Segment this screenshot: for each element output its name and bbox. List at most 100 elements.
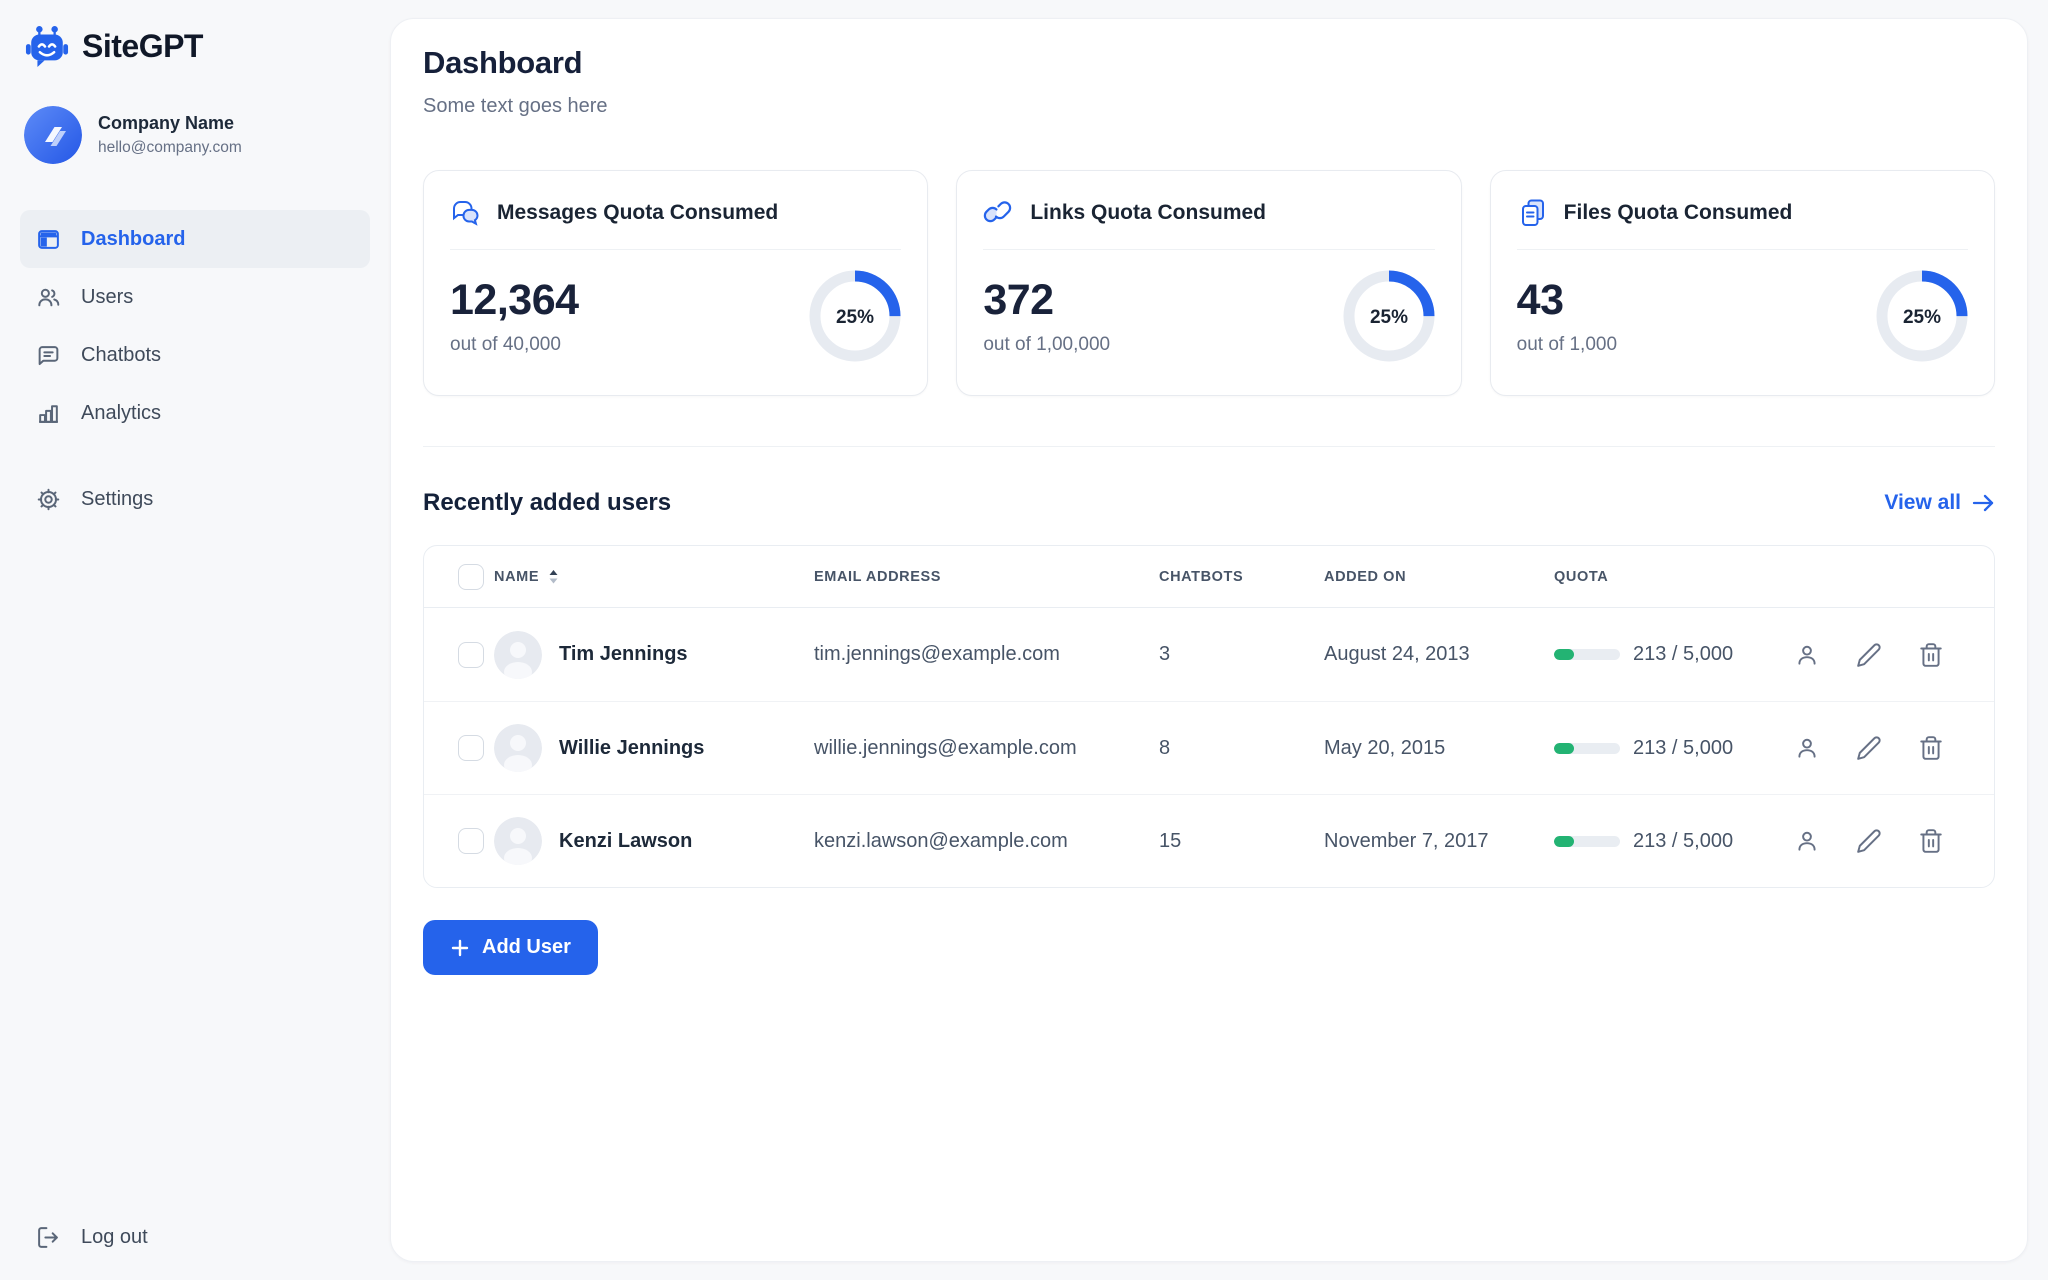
ring-percent-label: 25% xyxy=(1370,307,1408,328)
stat-card-files: Files Quota Consumed 43 out of 1,000 25% xyxy=(1489,170,1995,396)
user-added-on: November 7, 2017 xyxy=(1324,829,1489,852)
column-header-added-on: ADDED ON xyxy=(1324,568,1407,585)
table-row: Kenzi Lawson kenzi.lawson@example.com 15… xyxy=(424,794,1994,887)
stat-card-title: Files Quota Consumed xyxy=(1563,201,1793,224)
gear-icon xyxy=(36,487,61,512)
quota-progress-bar xyxy=(1554,835,1620,847)
account-name: Company Name xyxy=(98,113,235,133)
progress-ring: 25% xyxy=(809,270,901,362)
delete-user-button[interactable] xyxy=(1918,735,1944,761)
quota-text: 213 / 5,000 xyxy=(1633,643,1734,665)
stat-value: 43 xyxy=(1516,276,1564,324)
sidebar-item-chatbots[interactable]: Chatbots xyxy=(20,326,370,384)
sidebar-item-dashboard[interactable]: Dashboard xyxy=(20,210,370,268)
column-header-quota: QUOTA xyxy=(1554,568,1609,585)
page-title: Dashboard xyxy=(423,45,583,80)
column-header-email: EMAIL ADDRESS xyxy=(814,568,942,585)
main-panel: Dashboard Some text goes here Messages Q… xyxy=(390,18,2028,1262)
stat-caption: out of 1,00,000 xyxy=(983,334,1111,355)
quota-text: 213 / 5,000 xyxy=(1633,829,1734,852)
user-added-on: May 20, 2015 xyxy=(1324,736,1446,759)
brand-logo: SiteGPT xyxy=(20,24,370,68)
user-avatar xyxy=(494,724,542,772)
user-name: Kenzi Lawson xyxy=(559,829,693,852)
arrow-right-icon xyxy=(1971,493,1995,513)
stat-caption: out of 40,000 xyxy=(450,334,561,355)
user-avatar xyxy=(494,630,542,679)
sidebar-item-label: Users xyxy=(81,285,134,308)
quota-progress-bar xyxy=(1554,649,1620,660)
row-checkbox[interactable] xyxy=(458,735,484,761)
table-row: Tim Jennings tim.jennings@example.com 3 … xyxy=(424,608,1994,701)
view-all-label: View all xyxy=(1884,491,1961,514)
links-icon xyxy=(983,197,1015,229)
progress-ring: 25% xyxy=(1343,270,1435,362)
sidebar-item-settings[interactable]: Settings xyxy=(20,470,370,528)
recently-added-users-table: NAME EMAIL ADDRESS CHATBOTS ADDED ON QUO… xyxy=(423,545,1995,888)
sidebar-item-label: Analytics xyxy=(81,401,162,424)
sidebar-item-users[interactable]: Users xyxy=(20,268,370,326)
edit-user-button[interactable] xyxy=(1856,735,1882,761)
view-all-link[interactable]: View all xyxy=(1884,491,1995,515)
ring-percent-label: 25% xyxy=(1903,307,1941,328)
user-profile-button[interactable] xyxy=(1794,735,1820,761)
divider xyxy=(450,249,902,250)
stat-caption: out of 1,000 xyxy=(1516,334,1618,355)
add-user-button[interactable]: Add User xyxy=(423,920,598,975)
stat-value: 12,364 xyxy=(450,276,579,324)
user-name: Tim Jennings xyxy=(559,643,688,665)
sidebar: SiteGPT Company Name hello@company.com xyxy=(0,0,390,1280)
dashboard-icon xyxy=(36,227,61,252)
nav-spacer xyxy=(20,442,370,470)
quota-progress-bar xyxy=(1554,742,1620,754)
sidebar-nav: Dashboard Users Chatbots xyxy=(20,210,370,528)
sidebar-item-analytics[interactable]: Analytics xyxy=(20,384,370,442)
logout-button[interactable]: Log out xyxy=(36,1225,148,1250)
user-email: tim.jennings@example.com xyxy=(814,643,1060,665)
logout-icon xyxy=(36,1225,61,1250)
progress-ring: 25% xyxy=(1876,270,1968,362)
user-chatbots-count: 15 xyxy=(1159,829,1182,852)
column-header-name: NAME xyxy=(494,568,540,585)
quota-text: 213 / 5,000 xyxy=(1633,736,1734,759)
account-email: hello@company.com xyxy=(98,139,242,156)
user-email: kenzi.lawson@example.com xyxy=(814,829,1068,852)
select-all-checkbox[interactable] xyxy=(458,563,484,590)
edit-user-button[interactable] xyxy=(1856,642,1882,668)
user-email: willie.jennings@example.com xyxy=(814,736,1077,759)
user-chatbots-count: 3 xyxy=(1159,643,1171,665)
sidebar-item-label: Settings xyxy=(81,487,154,510)
table-header-row: NAME EMAIL ADDRESS CHATBOTS ADDED ON QUO… xyxy=(424,546,1994,608)
users-section-title: Recently added users xyxy=(423,489,672,516)
divider xyxy=(983,249,1435,250)
stat-value: 372 xyxy=(983,276,1054,324)
bar-chart-icon xyxy=(36,401,61,426)
user-profile-button[interactable] xyxy=(1794,642,1820,668)
delete-user-button[interactable] xyxy=(1918,642,1944,668)
user-profile-button[interactable] xyxy=(1794,828,1820,854)
brand-name: SiteGPT xyxy=(82,27,203,64)
sidebar-item-label: Chatbots xyxy=(81,343,162,366)
sort-icon xyxy=(547,568,560,585)
stat-card-title: Messages Quota Consumed xyxy=(497,201,779,224)
table-row: Willie Jennings willie.jennings@example.… xyxy=(424,701,1994,794)
divider xyxy=(1516,249,1968,250)
files-icon xyxy=(1517,197,1549,229)
stat-card-messages: Messages Quota Consumed 12,364 out of 40… xyxy=(423,170,929,396)
company-avatar xyxy=(24,106,82,164)
row-checkbox[interactable] xyxy=(458,641,484,668)
column-header-chatbots: CHATBOTS xyxy=(1159,568,1244,585)
delete-user-button[interactable] xyxy=(1918,828,1944,854)
stat-card-title: Links Quota Consumed xyxy=(1030,201,1267,224)
edit-user-button[interactable] xyxy=(1856,828,1882,854)
user-chatbots-count: 8 xyxy=(1159,736,1171,759)
user-avatar xyxy=(494,817,542,865)
plus-icon xyxy=(450,938,470,958)
section-divider xyxy=(423,446,1995,447)
chat-bubble-icon xyxy=(36,343,61,368)
sort-by-name-control[interactable]: NAME xyxy=(494,568,560,585)
ring-percent-label: 25% xyxy=(836,307,874,328)
row-checkbox[interactable] xyxy=(458,828,484,854)
sidebar-item-label: Dashboard xyxy=(81,227,186,250)
logout-label: Log out xyxy=(81,1226,148,1248)
